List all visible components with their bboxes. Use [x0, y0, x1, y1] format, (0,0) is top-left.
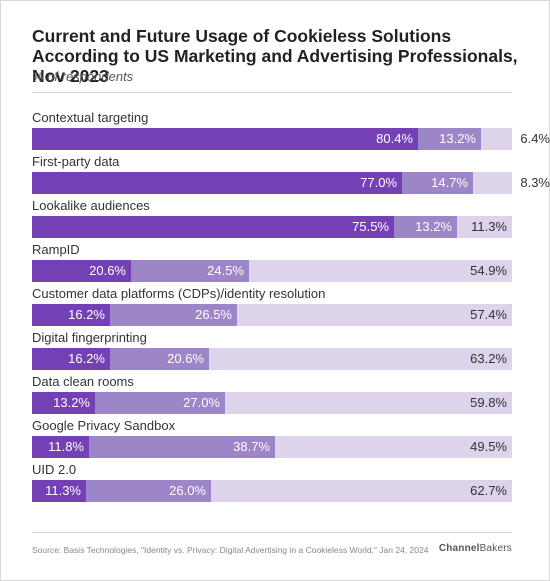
data-label: 26.0% — [169, 483, 206, 498]
bar-segment-series-1: 75.5% — [32, 216, 394, 238]
data-label: 80.4% — [376, 131, 413, 146]
data-label: 14.7% — [431, 175, 468, 190]
data-label: 13.2% — [53, 395, 90, 410]
stacked-bar: 16.2% 20.6% 63.2% — [32, 348, 512, 370]
data-label: 16.2% — [68, 351, 105, 366]
source-note: Source: Basis Technologies, "Identity vs… — [32, 545, 429, 555]
data-label: 54.9% — [470, 263, 507, 278]
chart-row: Digital fingerprinting 16.2% 20.6% 63.2% — [32, 330, 512, 374]
bar-segment-series-1: 77.0% — [32, 172, 402, 194]
bar-segment-series-3: 59.8% — [225, 392, 512, 414]
bar-segment-series-3: 57.4% — [237, 304, 512, 326]
bar-segment-series-3: 6.4% — [481, 128, 550, 150]
category-label: Customer data platforms (CDPs)/identity … — [32, 286, 326, 301]
data-label: 59.8% — [470, 395, 507, 410]
bar-segment-series-3: 54.9% — [249, 260, 512, 282]
chart-row: Contextual targeting 80.4% 13.2% 6.4% — [32, 110, 550, 154]
stacked-bar: 16.2% 26.5% 57.4% — [32, 304, 512, 326]
bar-segment-series-3: 49.5% — [275, 436, 512, 458]
chart-row: Data clean rooms 13.2% 27.0% 59.8% — [32, 374, 512, 418]
data-label: 13.2% — [439, 131, 476, 146]
bar-segment-series-3: 62.7% — [211, 480, 512, 502]
data-label: 75.5% — [352, 219, 389, 234]
brand-logo: ChannelBakers — [439, 543, 512, 554]
bar-segment-series-1: 13.2% — [32, 392, 95, 414]
bar-segment-series-3: 8.3% — [473, 172, 550, 194]
bar-segment-series-2: 24.5% — [131, 260, 249, 282]
bar-segment-series-1: 16.2% — [32, 304, 110, 326]
data-label: 11.8% — [48, 439, 84, 454]
stacked-bar: 13.2% 27.0% 59.8% — [32, 392, 512, 414]
stacked-bar: 75.5% 13.2% 11.3% — [32, 216, 512, 238]
chart-title: Current and Future Usage of Cookieless S… — [32, 26, 518, 86]
data-label: 13.2% — [415, 219, 452, 234]
data-label: 20.6% — [167, 351, 204, 366]
chart-row: RampID 20.6% 24.5% 54.9% — [32, 242, 512, 286]
bar-segment-series-2: 20.6% — [110, 348, 209, 370]
bar-segment-series-1: 11.8% — [32, 436, 89, 458]
data-label: 27.0% — [183, 395, 220, 410]
data-label: 63.2% — [470, 351, 507, 366]
category-label: Contextual targeting — [32, 110, 149, 125]
bar-segment-series-1: 11.3% — [32, 480, 86, 502]
data-label: 62.7% — [470, 483, 507, 498]
bar-segment-series-2: 14.7% — [402, 172, 473, 194]
category-label: Lookalike audiences — [32, 198, 150, 213]
chart-row: Customer data platforms (CDPs)/identity … — [32, 286, 512, 330]
bar-segment-series-2: 26.5% — [110, 304, 237, 326]
chart-row: First-party data 77.0% 14.7% 8.3% — [32, 154, 550, 198]
chart-row: Google Privacy Sandbox 11.8% 38.7% 49.5% — [32, 418, 512, 462]
top-divider — [32, 92, 512, 93]
stacked-bar: 11.3% 26.0% 62.7% — [32, 480, 512, 502]
bar-segment-series-2: 27.0% — [95, 392, 225, 414]
data-label: 26.5% — [195, 307, 232, 322]
data-label: 8.3% — [520, 175, 550, 190]
chart-subtitle: % of respondents — [32, 69, 134, 84]
bar-segment-series-3: 11.3% — [457, 216, 512, 238]
data-label: 6.4% — [520, 131, 550, 146]
category-label: RampID — [32, 242, 80, 257]
data-label: 16.2% — [68, 307, 105, 322]
stacked-bar: 77.0% 14.7% 8.3% — [32, 172, 550, 194]
data-label: 49.5% — [470, 439, 507, 454]
category-label: Digital fingerprinting — [32, 330, 147, 345]
stacked-bar: 11.8% 38.7% 49.5% — [32, 436, 512, 458]
chart-row: UID 2.0 11.3% 26.0% 62.7% — [32, 462, 512, 506]
bar-segment-series-2: 13.2% — [394, 216, 457, 238]
brand-logo-part2: Bakers — [479, 543, 512, 554]
stacked-bar: 20.6% 24.5% 54.9% — [32, 260, 512, 282]
data-label: 11.3% — [45, 483, 81, 498]
stacked-bar: 80.4% 13.2% 6.4% — [32, 128, 550, 150]
bottom-divider — [32, 532, 512, 533]
data-label: 24.5% — [207, 263, 244, 278]
data-label: 77.0% — [360, 175, 397, 190]
chart-row: Lookalike audiences 75.5% 13.2% 11.3% — [32, 198, 512, 242]
category-label: First-party data — [32, 154, 120, 169]
data-label: 57.4% — [470, 307, 507, 322]
data-label: 11.3% — [471, 219, 507, 234]
category-label: Data clean rooms — [32, 374, 134, 389]
bar-segment-series-3: 63.2% — [209, 348, 512, 370]
bar-segment-series-2: 26.0% — [86, 480, 211, 502]
category-label: UID 2.0 — [32, 462, 77, 477]
bar-segment-series-1: 16.2% — [32, 348, 110, 370]
data-label: 38.7% — [233, 439, 270, 454]
bar-segment-series-2: 13.2% — [418, 128, 481, 150]
category-label: Google Privacy Sandbox — [32, 418, 176, 433]
bar-segment-series-1: 80.4% — [32, 128, 418, 150]
bar-segment-series-2: 38.7% — [89, 436, 275, 458]
data-label: 20.6% — [89, 263, 126, 278]
bar-segment-series-1: 20.6% — [32, 260, 131, 282]
brand-logo-part1: Channel — [438, 543, 480, 554]
